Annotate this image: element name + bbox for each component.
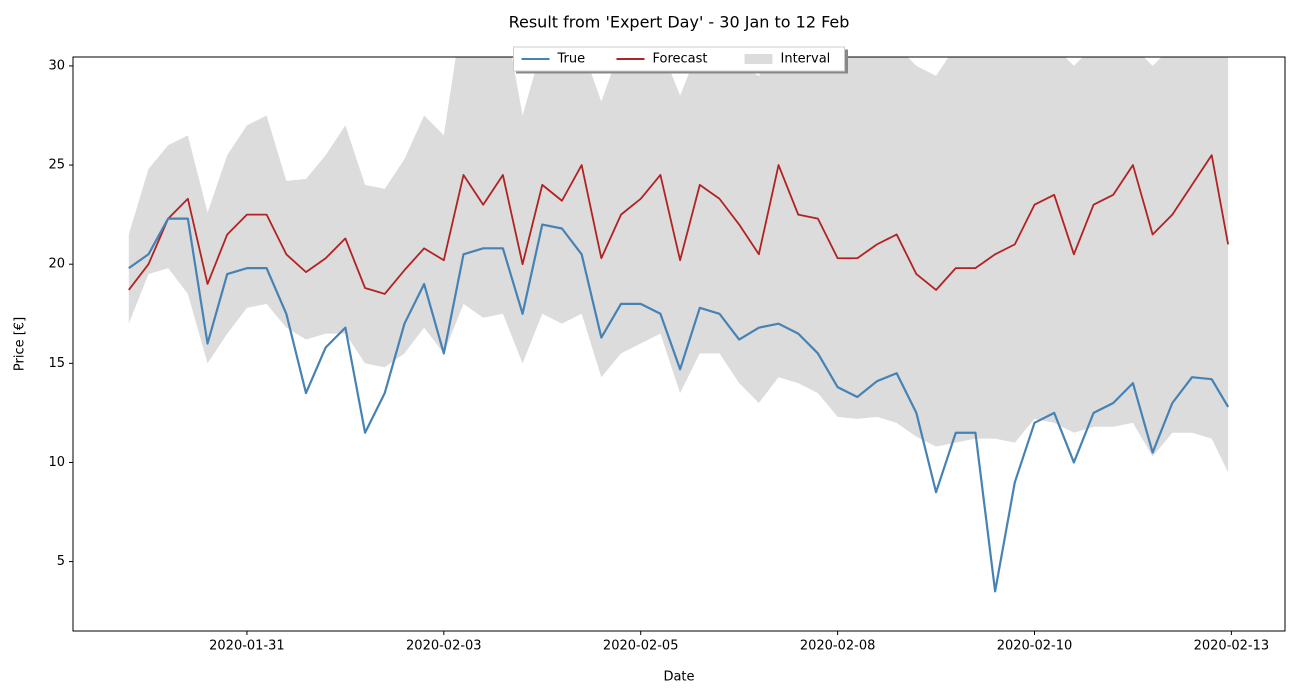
y-tick-label: 5 [57,554,65,569]
x-tick-label: 2020-02-13 [1194,639,1270,654]
x-tick-label: 2020-01-31 [209,639,285,654]
y-tick-label: 30 [48,58,65,73]
y-tick-label: 20 [48,257,65,272]
legend-label: Interval [781,52,831,67]
series-line [128,154,1230,295]
y-tick-label: 10 [48,455,65,470]
legend-label: True [557,52,586,67]
x-tick-label: 2020-02-05 [603,639,679,654]
y-axis-label: Price [€] [13,317,28,371]
legend-swatch [744,54,773,64]
series-line [128,217,1230,593]
legend: True Forecast Interval [513,46,845,72]
x-axis-label: Date [663,670,694,685]
chart-title: Result from 'Expert Day' - 30 Jan to 12 … [509,13,850,32]
interval-band [128,57,1229,473]
legend-label: Forecast [653,52,708,67]
y-tick-label: 15 [48,356,65,371]
x-tick-label: 2020-02-10 [997,639,1073,654]
plot-area [128,57,1230,593]
y-tick-label: 25 [48,158,65,173]
legend-box [513,46,845,72]
x-tick-label: 2020-02-08 [800,639,876,654]
x-tick-label: 2020-02-03 [406,639,482,654]
